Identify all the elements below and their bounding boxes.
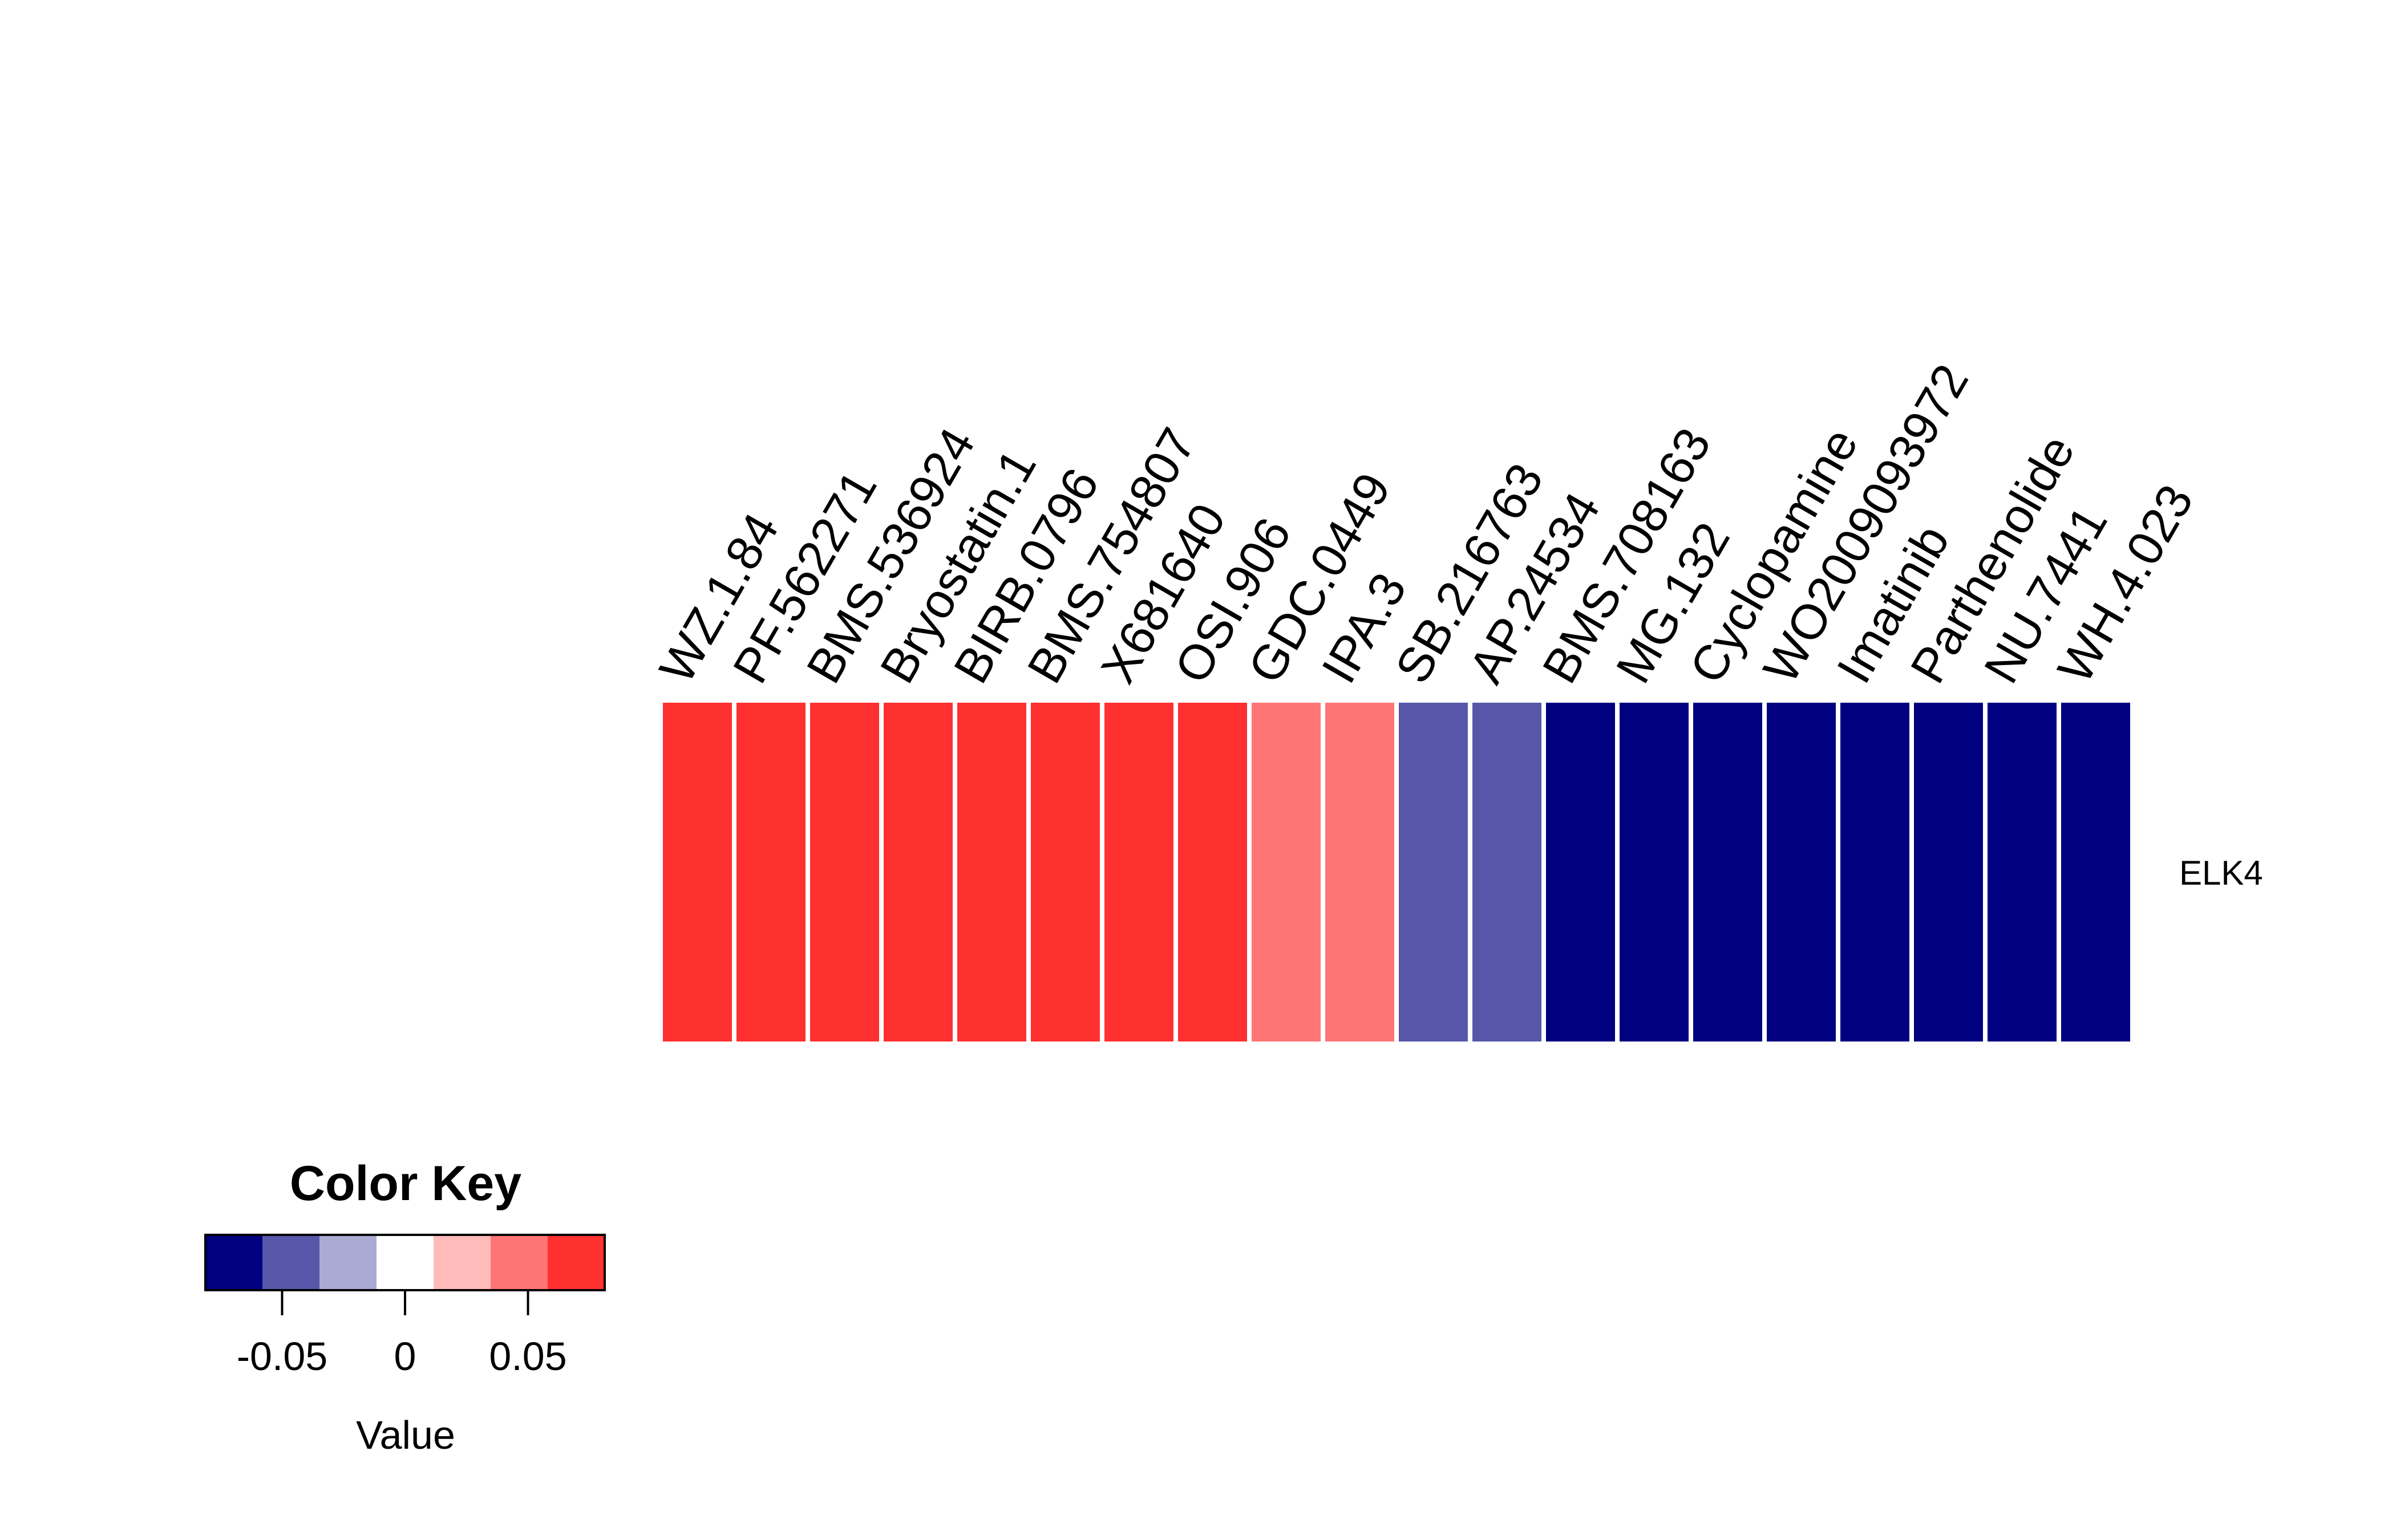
row-labels: ELK4 bbox=[2179, 854, 2263, 892]
color-key-bin bbox=[548, 1235, 605, 1290]
heatmap-cell bbox=[1693, 703, 1762, 1041]
heatmap-cell bbox=[1252, 703, 1321, 1041]
color-key: Color Key -0.05 0 0.05 Value bbox=[204, 1156, 606, 1457]
heatmap-cell bbox=[1914, 703, 1983, 1041]
heatmap-cell bbox=[1988, 703, 2057, 1041]
heatmap-cells bbox=[663, 703, 2130, 1041]
color-key-tick-label: 0.05 bbox=[489, 1334, 566, 1379]
heatmap-cell bbox=[1325, 703, 1394, 1041]
heatmap-cell bbox=[1546, 703, 1615, 1041]
color-key-bin bbox=[205, 1235, 263, 1290]
heatmap-cell bbox=[1620, 703, 1689, 1041]
column-labels: WZ.1.84PF.562271BMS.536924Bryostatin.1BI… bbox=[649, 355, 2204, 692]
color-key-bin bbox=[319, 1235, 377, 1290]
heatmap-cell bbox=[1031, 703, 1100, 1041]
heatmap-cell bbox=[663, 703, 732, 1041]
heatmap-cell bbox=[736, 703, 806, 1041]
heatmap-cell bbox=[884, 703, 953, 1041]
heatmap-cell bbox=[1399, 703, 1468, 1041]
heatmap-cell bbox=[1840, 703, 1909, 1041]
color-key-ticks: -0.05 0 0.05 bbox=[237, 1290, 567, 1379]
color-key-bins bbox=[205, 1235, 605, 1290]
color-key-bin bbox=[434, 1235, 491, 1290]
heatmap-cell bbox=[957, 703, 1026, 1041]
row-label: ELK4 bbox=[2179, 854, 2263, 892]
color-key-bin bbox=[262, 1235, 320, 1290]
heatmap-cell bbox=[2061, 703, 2130, 1041]
heatmap-cell bbox=[1178, 703, 1247, 1041]
heatmap-cell bbox=[1767, 703, 1836, 1041]
color-key-title: Color Key bbox=[290, 1156, 521, 1211]
color-key-bin bbox=[377, 1235, 434, 1290]
heatmap-cell bbox=[1104, 703, 1173, 1041]
color-key-tick-label: -0.05 bbox=[237, 1334, 328, 1379]
color-key-bin bbox=[491, 1235, 548, 1290]
color-key-xlabel: Value bbox=[356, 1413, 455, 1457]
heatmap-cell bbox=[810, 703, 879, 1041]
color-key-tick-label: 0 bbox=[394, 1334, 416, 1379]
heatmap-cell bbox=[1472, 703, 1541, 1041]
